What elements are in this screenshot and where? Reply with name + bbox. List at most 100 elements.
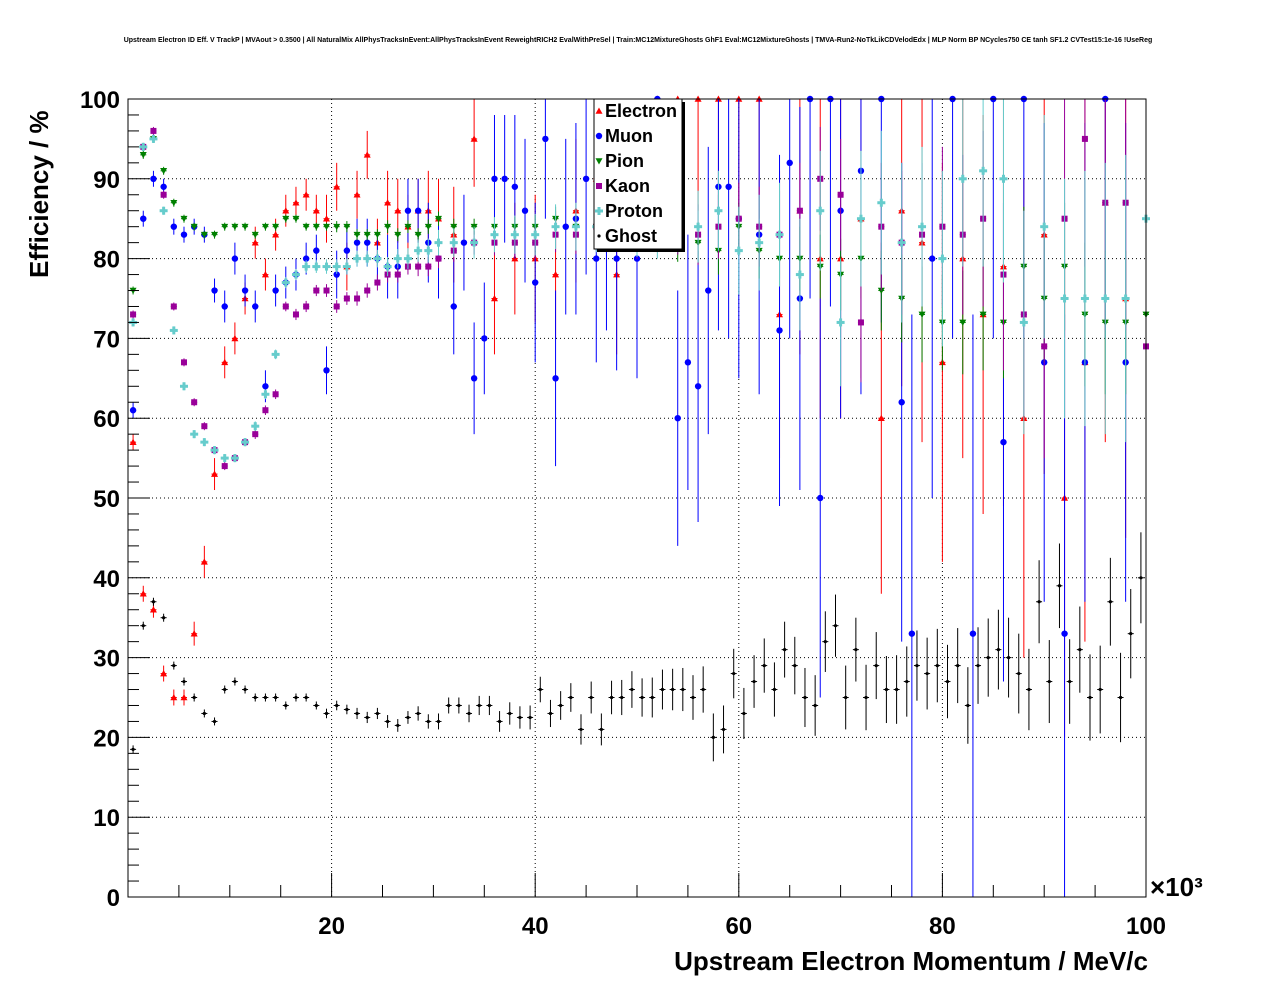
data-marker [1129,632,1133,636]
data-marker [131,747,135,751]
data-marker [1057,584,1062,588]
data-point [292,308,299,321]
data-marker [477,703,481,708]
data-point [323,708,330,719]
data-marker [956,663,960,668]
data-point [598,713,605,746]
data-marker [363,231,371,239]
data-point [531,213,540,256]
data-point [292,186,300,219]
data-point [241,222,249,231]
data-marker [333,223,341,231]
data-marker [833,624,838,628]
data-point [1066,639,1073,724]
data-marker [211,231,219,239]
data-marker [284,278,288,287]
data-marker [542,135,549,143]
legend: Electron Muon Pion Kaon Proton Ghost [593,98,685,252]
data-marker [457,703,461,708]
data-marker [149,606,157,613]
data-marker [314,262,318,271]
data-marker [394,207,402,214]
data-point [271,349,280,360]
data-marker [1041,343,1048,350]
data-point [908,314,916,897]
data-marker [223,454,227,463]
data-point [333,162,341,211]
data-marker [211,287,218,294]
data-point [130,745,137,754]
data-point [938,170,947,347]
data-point [221,462,228,471]
data-point [1097,645,1104,734]
data-point [170,218,178,235]
data-point [231,242,239,275]
legend-entry: Muon [595,126,653,146]
data-point [261,222,269,231]
data-point [450,258,457,355]
data-marker [162,616,166,620]
data-point [333,300,340,313]
data-point [394,228,402,242]
data-point [562,138,569,315]
data-point [211,230,219,239]
legend-entry: Electron [595,101,677,121]
data-marker [263,390,267,399]
data-point [211,717,218,726]
data-point [771,662,778,717]
data-marker [597,234,601,238]
data-point [486,695,493,716]
data-marker [844,695,848,700]
data-marker [261,271,269,278]
data-marker [323,287,330,294]
data-marker [272,391,279,398]
data-marker [243,687,247,692]
data-marker [969,630,977,637]
data-marker [182,679,186,684]
data-marker [292,215,300,223]
data-marker [353,231,361,239]
data-marker [929,255,936,262]
x-tick-label: 80 [929,913,956,940]
legend-entry: Kaon [596,176,650,196]
data-marker [574,222,578,231]
data-marker [660,687,665,692]
data-point [812,675,819,736]
y-axis-label: Efficiency / % [24,110,54,278]
data-marker [492,230,496,239]
data-marker [303,303,310,310]
data-point [571,202,580,251]
data-marker [323,223,331,231]
data-marker [292,199,300,206]
data-point [710,713,717,762]
data-point [958,99,967,267]
data-marker [221,303,228,310]
data-point [394,266,401,283]
data-point [343,292,350,305]
chart-title: Upstream Electron ID Eff. V TrackP | MVA… [124,37,1153,44]
data-point [191,693,198,702]
data-point [221,346,229,379]
data-point [490,242,498,355]
data-point [542,99,549,219]
data-point [292,693,299,702]
data-point [445,697,452,714]
data-point [837,138,844,251]
x-tick-label: 40 [522,913,549,940]
data-marker [323,367,330,374]
data-point [231,222,239,231]
data-point [160,166,168,175]
data-marker [294,270,298,279]
data-marker [200,558,208,565]
data-point [242,685,249,694]
data-point [201,422,208,431]
data-point [291,268,300,281]
data-marker [160,670,168,677]
data-marker [396,723,400,728]
data-marker [436,238,440,247]
x-tick-label: 60 [725,913,752,940]
data-marker [263,695,268,700]
data-marker [353,191,361,198]
data-point [852,617,859,682]
data-marker [596,183,602,189]
